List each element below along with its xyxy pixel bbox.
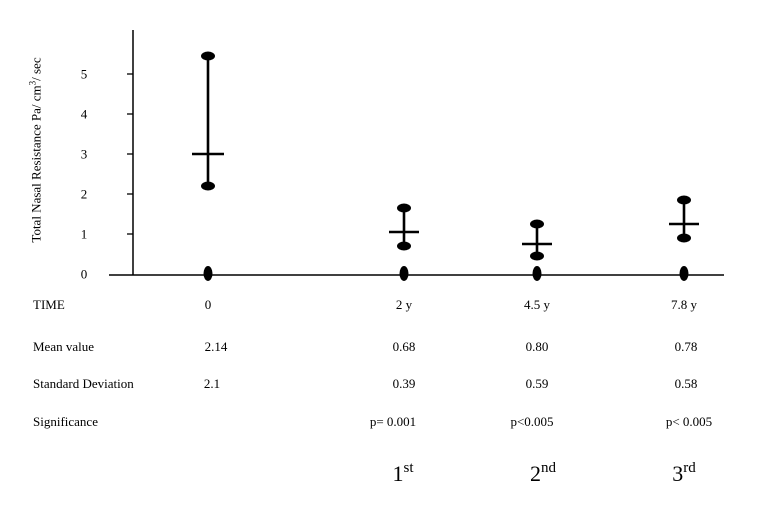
axes	[109, 30, 724, 276]
error-bar-lower-cap	[677, 233, 691, 243]
sd-value-cell: 0.58	[674, 376, 698, 391]
ordinal-second: 2nd	[530, 460, 556, 486]
sd-value-cell: 0.59	[525, 376, 549, 391]
row-label-significance: Significance	[33, 414, 98, 429]
significance-cell: p< 0.005	[665, 414, 713, 429]
error-bar-upper-cap	[397, 203, 411, 213]
mean-value-cell: 0.78	[674, 339, 698, 354]
y-tick-label: 3	[81, 147, 88, 162]
row-label-time: TIME	[33, 297, 65, 312]
ordinal-first: 1st	[392, 460, 414, 486]
baseline-marker	[679, 266, 689, 281]
y-axis-label: Total Nasal Resistance Pa/ cm3/ sec	[27, 57, 44, 243]
data-marks	[192, 51, 699, 281]
baseline-marker	[532, 266, 542, 281]
y-tick-label: 2	[81, 187, 88, 202]
y-tick-label: 0	[81, 267, 88, 282]
y-tick-label: 5	[81, 67, 88, 82]
mean-value-cell: 0.68	[392, 339, 416, 354]
error-bar-upper-cap	[530, 219, 544, 229]
error-bar-lower-cap	[201, 181, 215, 191]
baseline-marker	[399, 266, 409, 281]
y-tick-label: 4	[81, 107, 88, 122]
ordinal-third: 3rd	[672, 460, 696, 486]
y-ticks: 0 1 2 3 4 5	[81, 67, 133, 282]
sd-value-cell: 0.39	[392, 376, 416, 391]
significance-cell: p= 0.001	[369, 414, 417, 429]
error-bar-upper-cap	[201, 51, 215, 61]
x-tick-label: 4.5 y	[524, 297, 550, 312]
x-tick-label: 7.8 y	[671, 297, 697, 312]
error-bar-lower-cap	[397, 241, 411, 251]
mean-value-cell: 2.14	[204, 339, 228, 354]
error-bar-upper-cap	[677, 195, 691, 205]
mean-value-cell: 0.80	[525, 339, 549, 354]
row-label-mean: Mean value	[33, 339, 95, 354]
row-label-sd: Standard Deviation	[33, 376, 134, 391]
error-bar-lower-cap	[530, 251, 544, 261]
significance-cell: p<0.005	[510, 414, 554, 429]
y-tick-label: 1	[81, 227, 88, 242]
baseline-marker	[203, 266, 213, 281]
sd-value-cell: 2.1	[203, 376, 221, 391]
x-tick-label: 2 y	[395, 297, 413, 312]
x-tick-label: 0	[204, 297, 212, 312]
